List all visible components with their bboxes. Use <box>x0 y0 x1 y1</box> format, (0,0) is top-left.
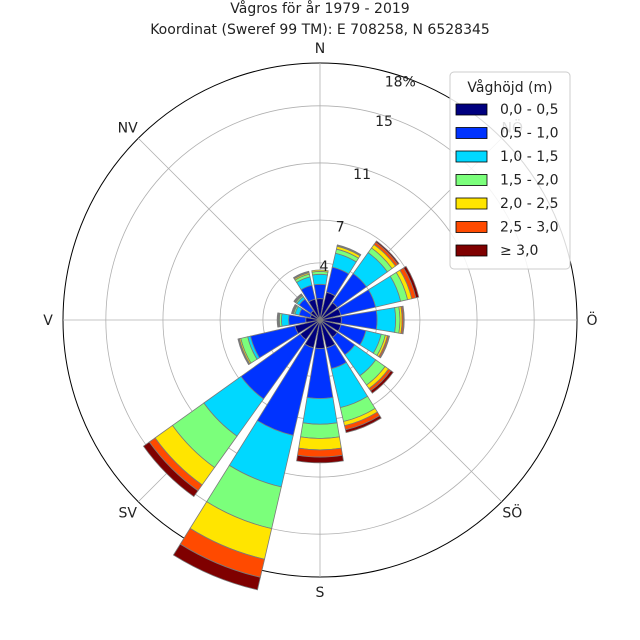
legend-box <box>449 71 571 270</box>
grid-spoke <box>137 137 321 321</box>
ring-tick-label: 7 <box>336 220 345 236</box>
direction-label: NV <box>118 121 138 137</box>
rose-bar-segment <box>311 269 329 273</box>
rose-bar-segment <box>375 240 400 265</box>
ring-tick-label: 15 <box>375 114 393 130</box>
direction-label: Ö <box>586 311 597 329</box>
rose-bar-segment <box>336 244 362 256</box>
ring-tick-label: 11 <box>353 167 371 183</box>
rose-bar-segment <box>237 338 250 366</box>
ring-tick-label: 18% <box>385 75 416 91</box>
rose-bar-segment <box>403 265 420 299</box>
rose-bar-segment <box>302 396 338 425</box>
legend-label: 1,5 - 2,0 <box>500 173 558 189</box>
rose-bar-segment <box>293 293 303 303</box>
rose-bar-segment <box>344 415 382 434</box>
legend-swatch <box>455 174 488 186</box>
legend-items: 0,0 - 0,5 0,5 - 1,0 1,0 - 1,5 1,5 - 2,0 2,0 … <box>455 102 558 259</box>
rose-bar-segment <box>293 270 310 279</box>
legend-label: 2,5 - 3,0 <box>500 220 558 236</box>
rose-bar-segment <box>313 283 327 300</box>
legend-label: 0,5 - 1,0 <box>500 126 558 142</box>
direction-label: SV <box>118 505 137 521</box>
chart-subtitle: Koordinat (Sweref 99 TM): E 708258, N 65… <box>150 22 490 38</box>
rose-bar-segment <box>296 454 344 464</box>
rose-bar-segment <box>375 307 397 333</box>
rose-bar-segment <box>142 441 199 498</box>
legend-label: ≥ 3,0 <box>500 243 538 259</box>
rose-bar-segment <box>370 370 394 394</box>
direction-label: N <box>315 41 325 57</box>
rose-bar-segment <box>312 273 328 286</box>
legend-swatch <box>455 103 488 116</box>
axis-labels: NNÖÖSÖSSVVNV47111518% <box>43 41 597 601</box>
rose-bar-segment <box>281 313 290 327</box>
legend: Våghöjd (m) 0,0 - 0,5 0,5 - 1,0 1,0 - 1,5 1… <box>449 71 571 270</box>
chart-title: Vågros för år 1979 - 2019 <box>230 0 409 17</box>
direction-label: SÖ <box>502 503 522 521</box>
rose-bar-segment <box>401 305 405 335</box>
ring-tick-label: 4 <box>319 259 328 275</box>
legend-label: 0,0 - 0,5 <box>500 102 558 118</box>
legend-label: 1,0 - 1,5 <box>500 149 558 165</box>
legend-swatch <box>455 150 488 163</box>
legend-swatch <box>455 197 488 210</box>
legend-title: Våghöjd (m) <box>467 79 552 96</box>
rose-bars <box>142 240 420 591</box>
direction-label: V <box>43 313 53 329</box>
legend-swatch <box>455 221 488 233</box>
legend-swatch <box>455 127 488 139</box>
rose-bar-segment <box>379 335 391 359</box>
rose-bar-segment <box>172 543 261 591</box>
rose-bar-segment <box>298 436 342 451</box>
rose-bar-segment <box>300 422 340 439</box>
rose-bar-segment <box>291 303 297 315</box>
legend-label: 2,0 - 2,5 <box>500 196 558 212</box>
legend-swatch <box>455 244 488 257</box>
rose-bar-segment <box>276 312 279 328</box>
direction-label: S <box>316 585 325 601</box>
